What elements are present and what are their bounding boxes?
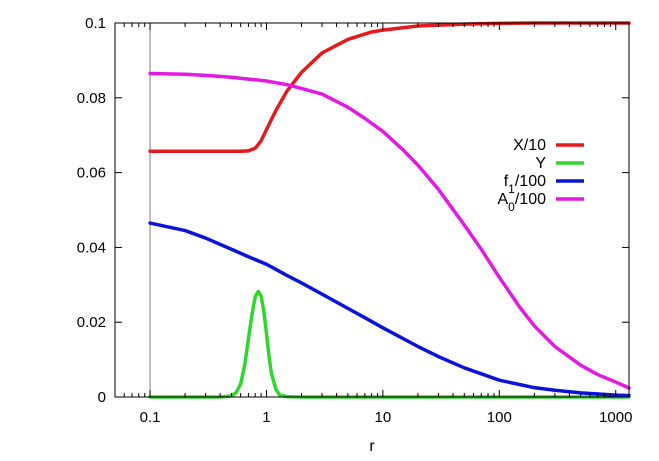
legend-label-sub-3: 0 (508, 200, 515, 214)
y-tick-label-1: 0.02 (77, 314, 106, 331)
legend-label-main-2: f (504, 173, 509, 190)
legend-label-main-1: Y (535, 155, 546, 172)
legend-label-rest-2: /100 (515, 173, 546, 190)
y-tick-label-0: 0 (98, 389, 106, 406)
x-tick-label-3: 100 (487, 409, 512, 426)
legend-label-main-3: A (498, 191, 509, 208)
y-tick-label-4: 0.08 (77, 90, 106, 107)
y-tick-label-3: 0.06 (77, 165, 106, 182)
legend-label-2: f1/100 (504, 173, 546, 196)
legend-label-main-0: X/10 (513, 137, 546, 154)
legend-label-3: A0/100 (498, 191, 547, 214)
x-tick-label-2: 10 (375, 409, 392, 426)
legend-label-sub-2: 1 (508, 182, 515, 196)
series-line-3 (148, 71, 631, 390)
x-tick-label-4: 1000 (599, 409, 632, 426)
y-tick-label-2: 0.04 (77, 239, 106, 256)
x-tick-label-0: 0.1 (140, 409, 161, 426)
x-axis-label: r (369, 438, 375, 455)
x-tick-label-1: 1 (262, 409, 270, 426)
legend-label-0: X/10 (513, 137, 546, 154)
y-tick-label-5: 0.1 (85, 15, 106, 32)
series-line-2 (148, 221, 631, 398)
legend-label-rest-3: /100 (515, 191, 546, 208)
tick-layer: 00.020.040.060.080.10.1 1 10 100 1000 (77, 15, 633, 426)
legend-label-1: Y (535, 155, 546, 172)
